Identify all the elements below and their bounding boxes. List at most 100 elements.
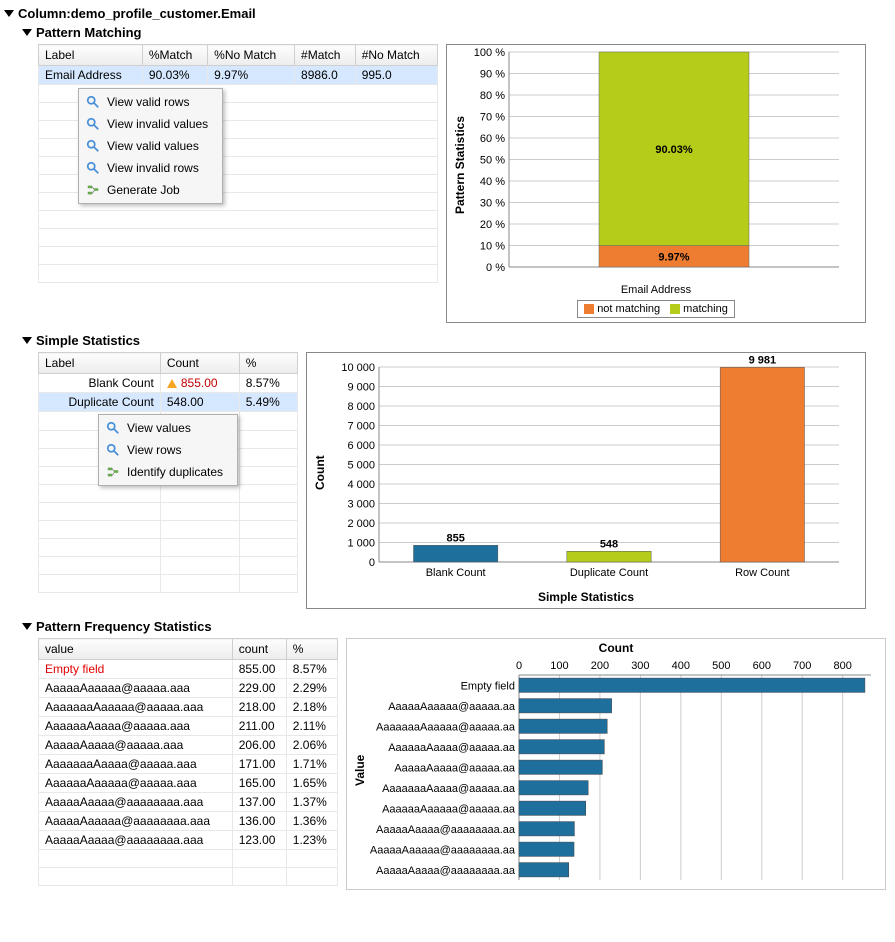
svg-text:9.97%: 9.97% — [658, 251, 689, 263]
menu-label: View valid rows — [107, 95, 189, 109]
col-nomatch[interactable]: %No Match — [208, 45, 295, 66]
context-menu: View valid rows View invalid values View… — [78, 88, 223, 204]
cell-value: AaaaaAaaaa@aaaaa.aaa — [39, 736, 233, 755]
table-row-empty — [39, 850, 338, 868]
svg-text:60 %: 60 % — [480, 133, 505, 145]
svg-text:0: 0 — [516, 660, 522, 672]
svg-text:90 %: 90 % — [480, 69, 505, 81]
table-row[interactable]: AaaaaAaaaa@aaaaa.aaa206.002.06% — [39, 736, 338, 755]
menu-identify-duplicates[interactable]: Identify duplicates — [101, 461, 235, 483]
svg-text:AaaaaaAaaaaa@aaaaa.aa: AaaaaaAaaaaa@aaaaa.aa — [382, 803, 516, 815]
chart-svg: 01 0002 0003 0004 0005 0006 0007 0008 00… — [329, 355, 849, 590]
legend-item-matching: matching — [670, 303, 728, 315]
table-row[interactable]: AaaaaaAaaaaa@aaaaa.aaa165.001.65% — [39, 774, 338, 793]
svg-text:548: 548 — [600, 538, 618, 550]
cell-value: AaaaaAaaaa@aaaaaaaa.aaa — [39, 831, 233, 850]
cell-pct: 1.37% — [286, 793, 337, 812]
col-cnomatch[interactable]: #No Match — [355, 45, 437, 66]
cell-count: 123.00 — [232, 831, 286, 850]
col-count[interactable]: count — [232, 639, 286, 660]
svg-text:2 000: 2 000 — [347, 518, 375, 530]
svg-text:40 %: 40 % — [480, 176, 505, 188]
col-pct[interactable]: % — [239, 353, 297, 374]
svg-text:Duplicate Count: Duplicate Count — [570, 567, 648, 579]
col-label[interactable]: Label — [39, 353, 161, 374]
svg-text:4 000: 4 000 — [347, 479, 375, 491]
table-row[interactable]: Blank Count855.008.57% — [39, 374, 298, 393]
cell-pctnomatch: 9.97% — [208, 66, 295, 85]
cell-count: 171.00 — [232, 755, 286, 774]
svg-text:90.03%: 90.03% — [655, 144, 693, 156]
menu-view-valid-values[interactable]: View valid values — [81, 135, 220, 157]
cell-value: AaaaaaaAaaaa@aaaaa.aaa — [39, 755, 233, 774]
col-count[interactable]: Count — [160, 353, 239, 374]
table-row-empty — [39, 247, 438, 265]
cell-value: Empty field — [39, 660, 233, 679]
svg-text:70 %: 70 % — [480, 112, 505, 124]
cell-pct — [239, 412, 297, 431]
svg-text:800: 800 — [833, 660, 851, 672]
table-row[interactable]: AaaaaAaaaa@aaaaaaaa.aaa123.001.23% — [39, 831, 338, 850]
svg-text:1 000: 1 000 — [347, 538, 375, 550]
menu-view-values[interactable]: View values — [101, 417, 235, 439]
svg-text:AaaaaAaaaaa@aaaaa.aa: AaaaaAaaaaa@aaaaa.aa — [388, 701, 516, 713]
col-match[interactable]: %Match — [142, 45, 207, 66]
y-axis-label: Count — [311, 355, 329, 590]
table-row-empty — [39, 868, 338, 886]
pattern-freq-table[interactable]: value count % Empty field855.008.57%Aaaa… — [38, 638, 338, 886]
svg-text:500: 500 — [712, 660, 730, 672]
table-row[interactable]: AaaaaaAaaaa@aaaaa.aaa211.002.11% — [39, 717, 338, 736]
svg-text:9 981: 9 981 — [749, 355, 777, 366]
warning-icon — [167, 379, 177, 388]
cell-count: 165.00 — [232, 774, 286, 793]
menu-view-invalid-values[interactable]: View invalid values — [81, 113, 220, 135]
table-row[interactable]: AaaaaAaaaaa@aaaaaaaa.aaa136.001.36% — [39, 812, 338, 831]
chart-svg: 0 %10 %20 %30 %40 %50 %60 %70 %80 %90 %1… — [469, 47, 849, 282]
cell-pct: 1.71% — [286, 755, 337, 774]
svg-text:100: 100 — [550, 660, 568, 672]
table-row[interactable]: AaaaaaaAaaaa@aaaaa.aaa171.001.71% — [39, 755, 338, 774]
section-header-simple-stats[interactable]: Simple Statistics — [22, 333, 891, 348]
svg-text:5 000: 5 000 — [347, 460, 375, 472]
cell-pct: 1.23% — [286, 831, 337, 850]
cell-value: AaaaaaaAaaaaa@aaaaa.aaa — [39, 698, 233, 717]
table-row[interactable]: AaaaaaaAaaaaa@aaaaa.aaa218.002.18% — [39, 698, 338, 717]
cell-count: 137.00 — [232, 793, 286, 812]
search-icon — [85, 138, 101, 154]
svg-text:AaaaaaaAaaaaa@aaaaa.aa: AaaaaaaAaaaaa@aaaaa.aa — [376, 721, 516, 733]
col-label[interactable]: Label — [39, 45, 143, 66]
menu-view-rows[interactable]: View rows — [101, 439, 235, 461]
cell-value: AaaaaaAaaaaa@aaaaa.aaa — [39, 774, 233, 793]
legend-item-not-matching: not matching — [584, 303, 660, 315]
x-axis-title: Count — [351, 641, 881, 655]
section-header-pattern-matching[interactable]: Pattern Matching — [22, 25, 891, 40]
cell-count: 211.00 — [232, 717, 286, 736]
table-row[interactable]: Duplicate Count548.005.49% — [39, 393, 298, 412]
cell-label: Email Address — [39, 66, 143, 85]
table-row[interactable]: AaaaaAaaaaa@aaaaa.aaa229.002.29% — [39, 679, 338, 698]
section-title: Pattern Matching — [36, 25, 141, 40]
chevron-down-icon — [22, 623, 32, 630]
svg-text:50 %: 50 % — [480, 155, 505, 167]
column-header[interactable]: Column:demo_profile_customer.Email — [4, 6, 891, 21]
cell-count: 206.00 — [232, 736, 286, 755]
menu-label: View values — [127, 421, 191, 435]
svg-text:AaaaaAaaaa@aaaaaaaa.aa: AaaaaAaaaa@aaaaaaaa.aa — [376, 865, 516, 877]
cell-count: 548.00 — [160, 393, 239, 412]
menu-view-valid-rows[interactable]: View valid rows — [81, 91, 220, 113]
cell-label: Duplicate Count — [39, 393, 161, 412]
col-cmatch[interactable]: #Match — [295, 45, 356, 66]
table-row[interactable]: Empty field855.008.57% — [39, 660, 338, 679]
table-row[interactable]: AaaaaAaaaa@aaaaaaaa.aaa137.001.37% — [39, 793, 338, 812]
col-value[interactable]: value — [39, 639, 233, 660]
section-header-pattern-freq[interactable]: Pattern Frequency Statistics — [22, 619, 891, 634]
menu-generate-job[interactable]: Generate Job — [81, 179, 220, 201]
table-row[interactable]: Email Address 90.03% 9.97% 8986.0 995.0 — [39, 66, 438, 85]
legend: not matching matching — [577, 300, 735, 318]
menu-view-invalid-rows[interactable]: View invalid rows — [81, 157, 220, 179]
search-icon — [105, 420, 121, 436]
col-pct[interactable]: % — [286, 639, 337, 660]
cell-value: AaaaaaAaaaa@aaaaa.aaa — [39, 717, 233, 736]
menu-label: View invalid rows — [107, 161, 199, 175]
svg-text:700: 700 — [793, 660, 811, 672]
